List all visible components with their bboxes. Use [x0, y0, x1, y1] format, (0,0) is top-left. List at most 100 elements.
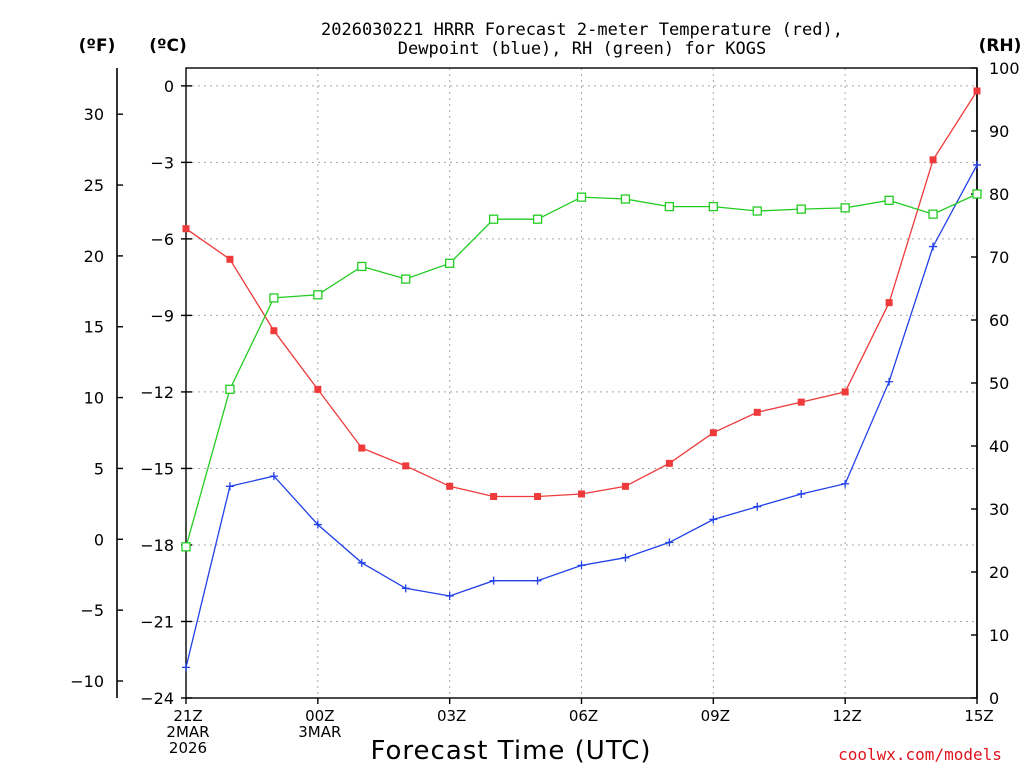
rh-point: [532, 214, 543, 224]
rh-tick-label: 80: [989, 185, 1009, 204]
x-tick-label: 3MAR: [298, 723, 341, 741]
x-tick-label: 2026: [169, 739, 207, 757]
dewpoint-point: [797, 489, 806, 498]
temperature-point: [885, 299, 893, 307]
chart-title-line1: 2026030221 HRRR Forecast 2-meter Tempera…: [321, 20, 843, 40]
rh-point: [225, 384, 235, 394]
celsius-tick-label: −15: [140, 459, 174, 478]
rh-point: [664, 201, 675, 212]
celsius-tick-label: −12: [140, 383, 174, 402]
temperature-point: [446, 482, 454, 490]
celsius-tick-label: −9: [150, 306, 174, 325]
celsius-tick-label: −3: [150, 153, 174, 172]
celsius-tick-label: −21: [140, 612, 174, 631]
fahrenheit-tick-label: −10: [70, 672, 104, 691]
x-tick-label: 09Z: [701, 707, 730, 725]
fahrenheit-tick-label: 15: [84, 318, 104, 337]
rh-point: [357, 261, 367, 272]
rh-point: [401, 274, 411, 284]
temperature-point: [929, 156, 937, 164]
temperature-point: [182, 225, 190, 233]
rh-tick-label: 100: [989, 59, 1020, 78]
celsius-tick-label: 0: [164, 77, 174, 96]
fahrenheit-tick-label: 10: [84, 389, 104, 408]
rh-point: [928, 209, 938, 219]
rh-tick-label: 20: [989, 563, 1009, 582]
temperature-point: [753, 408, 761, 416]
dewpoint-point: [401, 584, 410, 593]
dewpoint-point: [182, 663, 190, 672]
fahrenheit-unit-label: (ºF): [79, 36, 116, 56]
rh-point: [752, 206, 762, 216]
rh-tick-label: 10: [989, 626, 1009, 645]
dewpoint-point: [313, 520, 322, 529]
rh-point: [972, 189, 982, 199]
grid-lines: [186, 68, 977, 698]
rh-tick-label: 50: [989, 374, 1009, 393]
rh-tick-label: 0: [989, 689, 999, 708]
rh-point: [576, 192, 587, 202]
temperature-point: [314, 385, 322, 393]
x-tick-label: 15Z: [964, 707, 993, 725]
fahrenheit-tick-label: 20: [84, 247, 104, 266]
rh-tick-label: 70: [989, 248, 1009, 267]
dewpoint-point: [621, 553, 630, 562]
dewpoint-point: [709, 515, 718, 524]
celsius-unit-label: (ºC): [149, 36, 187, 56]
dewpoint-point: [577, 561, 586, 570]
fahrenheit-tick-label: 30: [84, 105, 104, 124]
dewpoint-point: [269, 472, 278, 481]
dewpoint-point: [489, 576, 498, 585]
dewpoint-point: [357, 558, 366, 567]
chart-title-line2: Dewpoint (blue), RH (green) for KOGS: [398, 39, 766, 59]
rh-point: [840, 203, 850, 213]
temperature-point: [490, 493, 498, 501]
rh-point: [445, 258, 455, 268]
rh-point: [884, 195, 894, 205]
temperature-point: [534, 493, 542, 501]
temperature-point: [665, 459, 673, 467]
dewpoint-point: [225, 482, 234, 491]
temperature-point: [841, 388, 849, 396]
rh-point: [796, 204, 806, 214]
x-tick-label: 00Z: [305, 707, 334, 725]
celsius-tick-label: −18: [140, 536, 174, 555]
credit-text: coolwx.com/models: [838, 745, 1002, 764]
rh-point: [269, 293, 279, 303]
fahrenheit-tick-label: −5: [80, 601, 104, 620]
rh-tick-label: 90: [989, 122, 1009, 141]
fahrenheit-tick-label: 0: [94, 530, 104, 549]
x-axis-label: Forecast Time (UTC): [370, 736, 651, 766]
dewpoint-point: [753, 502, 762, 511]
temperature-point: [621, 482, 629, 490]
x-tick-label: 2MAR: [166, 723, 209, 741]
dewpoint-point: [885, 377, 894, 386]
rh-point: [181, 542, 191, 552]
dewpoint-point: [841, 479, 850, 488]
celsius-tick-label: −6: [150, 230, 174, 249]
celsius-tick-label: −24: [140, 689, 174, 708]
x-tick-label: 12Z: [832, 707, 861, 725]
temperature-point: [402, 462, 410, 470]
rh-point: [313, 290, 323, 300]
data-series: [181, 87, 982, 672]
temperature-point: [709, 429, 717, 437]
x-tick-label: 06Z: [569, 707, 598, 725]
temperature-point: [797, 398, 805, 406]
dewpoint-point: [665, 538, 674, 547]
fahrenheit-tick-label: 25: [84, 176, 104, 195]
dewpoint-point: [973, 160, 981, 169]
rh-point: [620, 194, 631, 204]
rh-tick-label: 40: [989, 437, 1009, 456]
rh-tick-label: 60: [989, 311, 1009, 330]
dewpoint-point: [445, 591, 454, 600]
temperature-point: [226, 255, 234, 263]
fahrenheit-tick-label: 5: [94, 459, 104, 478]
temperature-point: [578, 490, 585, 498]
rh-tick-label: 30: [989, 500, 1009, 519]
x-tick-label: 03Z: [437, 707, 466, 725]
temperature-point: [973, 87, 981, 95]
x-tick-label: 21Z: [173, 707, 202, 725]
